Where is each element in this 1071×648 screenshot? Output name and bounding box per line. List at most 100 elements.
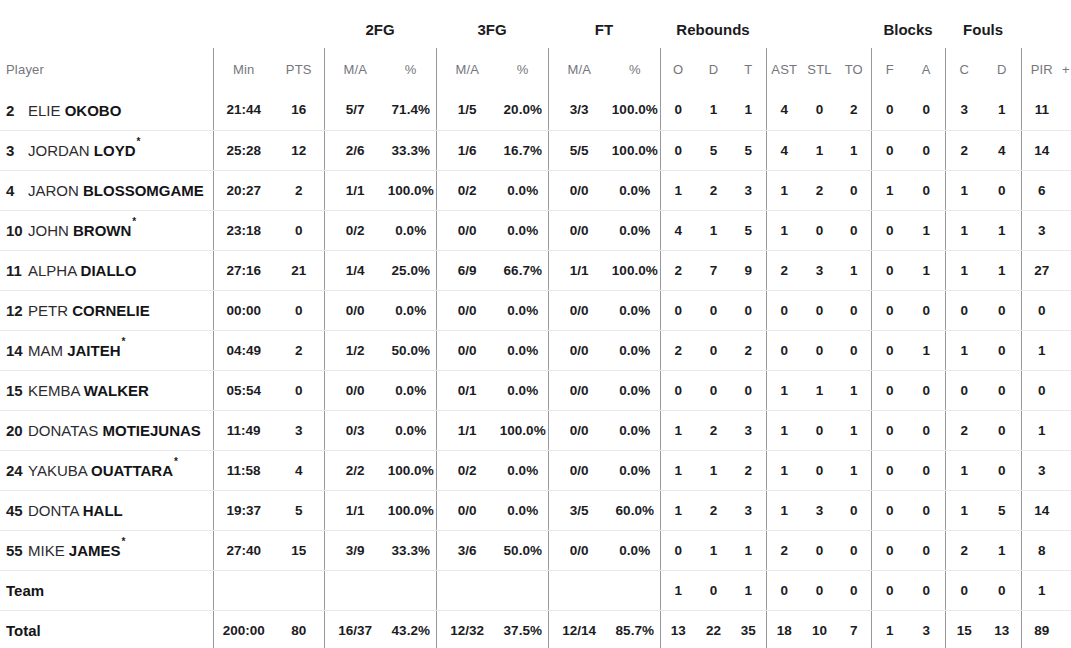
min-cell: 19:37 bbox=[213, 490, 274, 530]
ft-ma-cell: 5/5 bbox=[548, 130, 610, 170]
blocks-for-cell: 0 bbox=[871, 570, 908, 610]
fouls-committed-cell: 0 bbox=[945, 370, 983, 410]
fg3-ma-cell: 0/0 bbox=[436, 330, 498, 370]
pts-cell: 2 bbox=[274, 330, 324, 370]
min-cell bbox=[213, 570, 274, 610]
ast-cell: 0 bbox=[766, 290, 802, 330]
stl-cell: 0 bbox=[802, 90, 837, 130]
fg3-ma-cell: 0/0 bbox=[436, 490, 498, 530]
blocks-against-cell: 0 bbox=[908, 370, 945, 410]
fouls-drawn-cell: 0 bbox=[983, 570, 1021, 610]
player-first-name: JORDAN bbox=[28, 142, 94, 159]
stl-cell: 0 bbox=[802, 410, 837, 450]
min-cell: 27:16 bbox=[213, 250, 274, 290]
reb-off-cell: 0 bbox=[660, 290, 696, 330]
reb-def-cell: 0 bbox=[696, 570, 731, 610]
table-row: 14MAMJAITEH* 04:49 2 1/2 50.0% 0/0 0.0% … bbox=[0, 330, 1071, 370]
blocks-against-cell: 1 bbox=[908, 210, 945, 250]
reb-off-cell: 0 bbox=[660, 90, 696, 130]
player-first-name: JARON bbox=[28, 182, 83, 199]
fg2-ma-cell: 5/7 bbox=[324, 90, 386, 130]
player-first-name: MIKE bbox=[28, 542, 69, 559]
header-to: TO bbox=[837, 48, 871, 90]
fouls-committed-cell: 1 bbox=[945, 490, 983, 530]
fg2-ma-cell: 1/1 bbox=[324, 170, 386, 210]
ft-ma-cell: 0/0 bbox=[548, 210, 610, 250]
player-number: 55 bbox=[6, 542, 28, 559]
table-row: 45DONTAHALL 19:37 5 1/1 100.0% 0/0 0.0% … bbox=[0, 490, 1071, 530]
reb-def-cell: 1 bbox=[696, 530, 731, 570]
player-cell: 15KEMBAWALKER bbox=[0, 370, 213, 410]
plus-minus-cell bbox=[1062, 330, 1071, 370]
plus-minus-cell bbox=[1062, 410, 1071, 450]
blocks-for-cell: 0 bbox=[871, 210, 908, 250]
ft-ma-cell: 0/0 bbox=[548, 370, 610, 410]
ft-ma-cell: 0/0 bbox=[548, 170, 610, 210]
reb-off-cell: 0 bbox=[660, 370, 696, 410]
to-cell: 0 bbox=[837, 530, 871, 570]
fg2-pct-cell: 100.0% bbox=[386, 450, 436, 490]
plus-minus-cell bbox=[1062, 570, 1071, 610]
to-cell: 0 bbox=[837, 490, 871, 530]
player-last-name: BLOSSOMGAME bbox=[83, 182, 204, 199]
reb-off-cell: 1 bbox=[660, 490, 696, 530]
header-reb-t: T bbox=[731, 48, 766, 90]
header-foul-c: C bbox=[945, 48, 983, 90]
plus-minus-cell bbox=[1062, 530, 1071, 570]
reb-def-cell: 2 bbox=[696, 490, 731, 530]
fg3-ma-cell: 6/9 bbox=[436, 250, 498, 290]
fouls-committed-cell: 3 bbox=[945, 90, 983, 130]
player-last-name: CORNELIE bbox=[72, 302, 150, 319]
min-cell: 200:00 bbox=[213, 610, 274, 648]
group-header-3fg: 3FG bbox=[436, 0, 548, 48]
fg3-ma-cell: 0/0 bbox=[436, 290, 498, 330]
fouls-committed-cell: 0 bbox=[945, 570, 983, 610]
player-cell: 55MIKEJAMES* bbox=[0, 530, 213, 570]
table-row: Team 1 0 1 0 0 0 0 0 0 0 1 bbox=[0, 570, 1071, 610]
pts-cell: 5 bbox=[274, 490, 324, 530]
reb-total-cell: 1 bbox=[731, 90, 766, 130]
fouls-committed-cell: 1 bbox=[945, 450, 983, 490]
table-row: 20DONATASMOTIEJUNAS 11:49 3 0/3 0.0% 1/1… bbox=[0, 410, 1071, 450]
reb-off-cell: 1 bbox=[660, 450, 696, 490]
player-first-name: DONTA bbox=[28, 502, 83, 519]
pir-cell: 0 bbox=[1021, 290, 1062, 330]
header-pts: PTS bbox=[274, 48, 324, 90]
reb-off-cell: 0 bbox=[660, 130, 696, 170]
fg2-pct-cell: 0.0% bbox=[386, 210, 436, 250]
reb-total-cell: 5 bbox=[731, 130, 766, 170]
header-reb-o: O bbox=[660, 48, 696, 90]
fg3-ma-cell: 0/0 bbox=[436, 210, 498, 250]
plus-minus-cell bbox=[1062, 170, 1071, 210]
header-pir: PIR bbox=[1021, 48, 1062, 90]
fg3-pct-cell: 16.7% bbox=[498, 130, 548, 170]
group-spacer-min-pts bbox=[213, 0, 324, 48]
fg3-pct-cell: 50.0% bbox=[498, 530, 548, 570]
fg3-pct-cell: 0.0% bbox=[498, 450, 548, 490]
blocks-against-cell: 0 bbox=[908, 570, 945, 610]
fg3-ma-cell: 1/6 bbox=[436, 130, 498, 170]
fg3-pct-cell: 0.0% bbox=[498, 290, 548, 330]
pts-cell: 0 bbox=[274, 290, 324, 330]
fg2-ma-cell: 1/2 bbox=[324, 330, 386, 370]
fouls-committed-cell: 2 bbox=[945, 530, 983, 570]
player-last-name: JAITEH bbox=[67, 342, 120, 359]
player-number: 24 bbox=[6, 462, 28, 479]
player-cell: 12PETRCORNELIE bbox=[0, 290, 213, 330]
reb-total-cell: 3 bbox=[731, 490, 766, 530]
reb-off-cell: 2 bbox=[660, 250, 696, 290]
ft-pct-cell: 0.0% bbox=[610, 530, 660, 570]
ast-cell: 0 bbox=[766, 330, 802, 370]
blocks-against-cell: 0 bbox=[908, 290, 945, 330]
fg2-pct-cell: 33.3% bbox=[386, 530, 436, 570]
ft-ma-cell: 3/5 bbox=[548, 490, 610, 530]
fg3-ma-cell bbox=[436, 570, 498, 610]
player-first-name: YAKUBA bbox=[28, 462, 91, 479]
stl-cell: 0 bbox=[802, 530, 837, 570]
header-blk-a: A bbox=[908, 48, 945, 90]
player-cell: 11ALPHADIALLO bbox=[0, 250, 213, 290]
pts-cell: 21 bbox=[274, 250, 324, 290]
reb-off-cell: 2 bbox=[660, 330, 696, 370]
stl-cell: 0 bbox=[802, 450, 837, 490]
fouls-drawn-cell: 0 bbox=[983, 290, 1021, 330]
